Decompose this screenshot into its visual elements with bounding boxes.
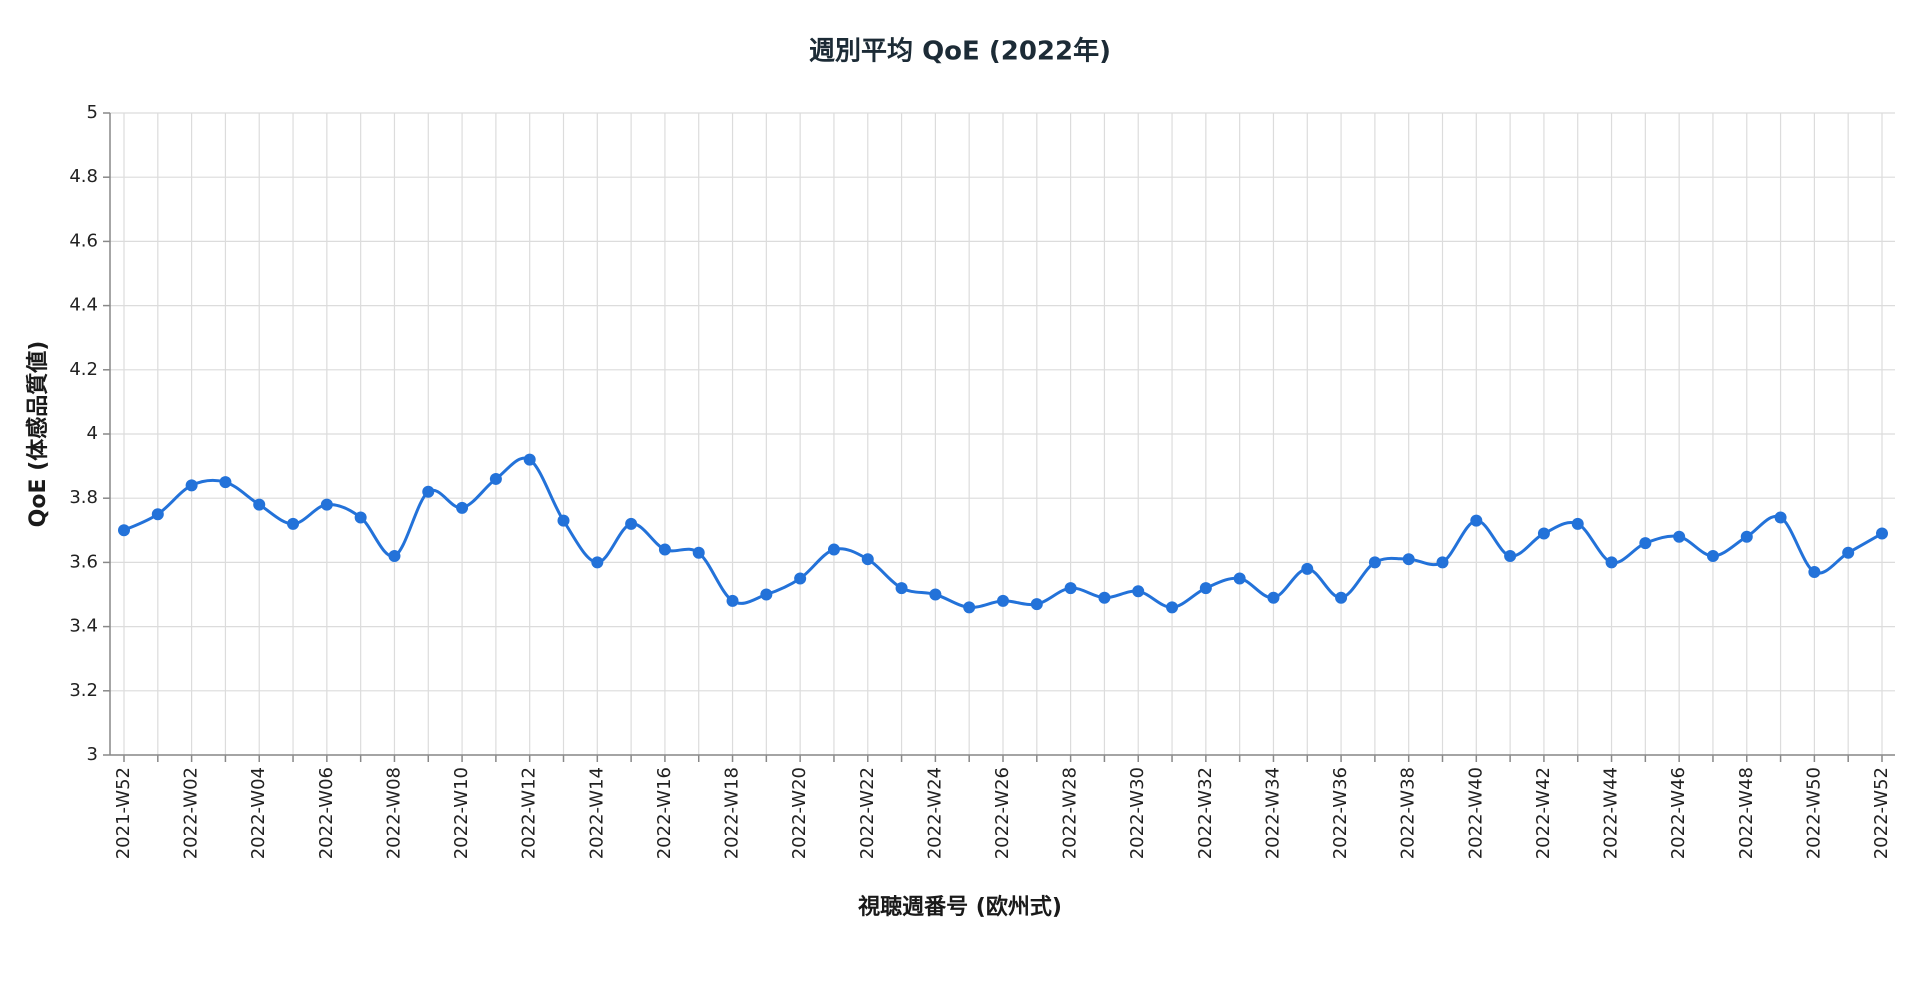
point [1301, 562, 1314, 575]
x-tick-label: 2022-W30 [1127, 767, 1148, 859]
point [1740, 530, 1753, 543]
point [1064, 582, 1077, 595]
x-tick-label: 2022-W20 [789, 767, 810, 859]
point [1673, 530, 1686, 543]
x-tick-label: 2022-W02 [181, 767, 202, 859]
y-tick-label: 3.6 [69, 551, 98, 572]
point [1030, 598, 1043, 611]
point [1098, 591, 1111, 604]
point [151, 508, 164, 521]
y-tick-label: 4.6 [69, 230, 98, 251]
point [1166, 601, 1179, 614]
point [456, 501, 469, 514]
x-tick-label: 2022-W26 [992, 767, 1013, 859]
x-tick-label: 2022-W40 [1465, 767, 1486, 859]
y-tick-label: 4.4 [69, 295, 98, 316]
x-tick-label: 2022-W24 [924, 767, 945, 859]
x-tick-label: 2022-W52 [1871, 767, 1892, 859]
x-tick-label: 2022-W38 [1398, 767, 1419, 859]
point [1774, 511, 1787, 524]
point [760, 588, 773, 601]
point [185, 479, 198, 492]
x-tick-label: 2022-W22 [857, 767, 878, 859]
point [1537, 527, 1550, 540]
point [861, 553, 874, 566]
point [219, 476, 232, 489]
y-tick-label: 3 [87, 744, 98, 765]
x-tick-label: 2022-W32 [1195, 767, 1216, 859]
point [523, 453, 536, 466]
point [320, 498, 333, 511]
point [557, 514, 570, 527]
point [827, 543, 840, 556]
x-tick-label: 2022-W50 [1803, 767, 1824, 859]
point [591, 556, 604, 569]
x-axis-title: 視聴週番号 (欧州式) [858, 894, 1062, 920]
point [726, 594, 739, 607]
point [1199, 582, 1212, 595]
x-tick-label: 2022-W46 [1668, 767, 1689, 859]
point [388, 549, 401, 562]
y-tick-label: 4 [87, 423, 98, 444]
point [1368, 556, 1381, 569]
x-tick-label: 2022-W28 [1060, 767, 1081, 859]
point [1842, 546, 1855, 559]
y-tick-label: 3.4 [69, 616, 98, 637]
y-tick-label: 4.8 [69, 166, 98, 187]
point [1470, 514, 1483, 527]
point [1402, 553, 1415, 566]
point [692, 546, 705, 559]
x-tick-label: 2022-W06 [316, 767, 337, 859]
point [929, 588, 942, 601]
point [489, 472, 502, 485]
point [1504, 549, 1517, 562]
x-tick-label: 2022-W04 [248, 767, 269, 859]
x-tick-label: 2022-W18 [722, 767, 743, 859]
y-tick-label: 3.8 [69, 487, 98, 508]
point [422, 485, 435, 498]
point [1876, 527, 1888, 540]
point [1808, 566, 1821, 579]
x-tick-label: 2022-W44 [1601, 767, 1622, 859]
point [895, 582, 908, 595]
x-tick-label: 2022-W36 [1330, 767, 1351, 859]
x-tick-label: 2022-W42 [1533, 767, 1554, 859]
point [997, 594, 1009, 607]
point [287, 517, 300, 530]
x-tick-label: 2022-W16 [654, 767, 675, 859]
point [1639, 537, 1652, 550]
point [1571, 517, 1584, 530]
x-tick-label: 2022-W08 [383, 767, 404, 859]
x-tick-label: 2022-W48 [1736, 767, 1757, 859]
x-tick-label: 2022-W34 [1262, 767, 1283, 859]
point [1436, 556, 1449, 569]
point [1233, 572, 1246, 585]
x-tick-label: 2021-W52 [113, 767, 134, 859]
y-tick-label: 4.2 [69, 359, 98, 380]
y-tick-label: 3.2 [69, 680, 98, 701]
point [1605, 556, 1618, 569]
point [354, 511, 367, 524]
point [1132, 585, 1145, 598]
point [1267, 591, 1280, 604]
point [1335, 591, 1348, 604]
x-tick-label: 2022-W12 [519, 767, 540, 859]
point [794, 572, 807, 585]
x-tick-label: 2022-W14 [586, 767, 607, 859]
point [658, 543, 671, 556]
point [963, 601, 976, 614]
point [1706, 549, 1719, 562]
chart-title: 週別平均 QoE (2022年) [809, 36, 1111, 67]
point [625, 517, 638, 530]
y-tick-label: 5 [87, 102, 98, 123]
y-axis-title: QoE (体感品質値) [25, 341, 51, 528]
x-tick-label: 2022-W10 [451, 767, 472, 859]
point [118, 524, 130, 537]
point [253, 498, 266, 511]
